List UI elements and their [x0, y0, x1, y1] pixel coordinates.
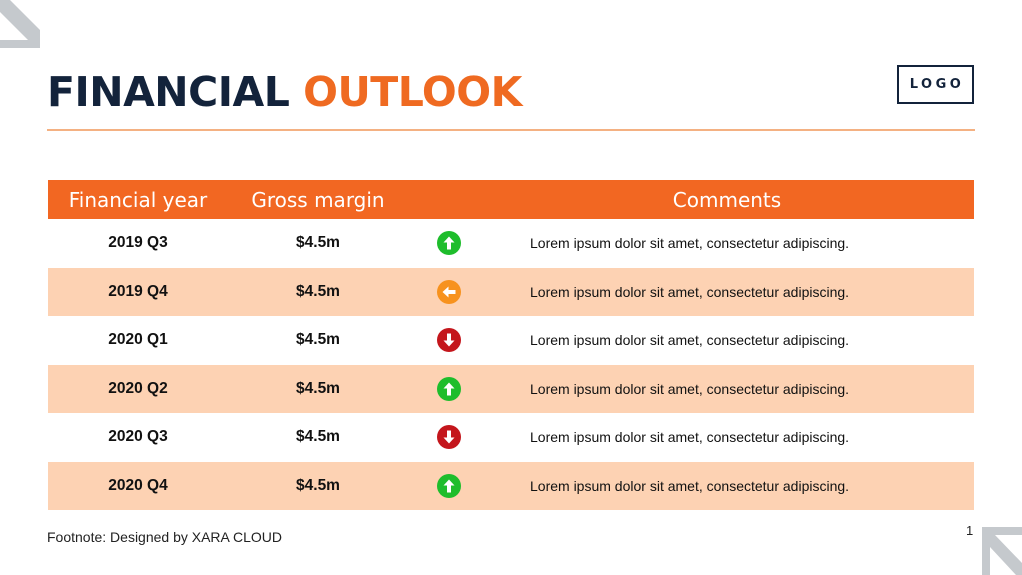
cell-comment: Lorem ipsum dolor sit amet, consectetur …: [530, 380, 850, 397]
cell-trend: [408, 376, 490, 401]
logo: LOGO: [897, 65, 974, 104]
cell-comment: Lorem ipsum dolor sit amet, consectetur …: [530, 235, 850, 252]
table-row: 2020 Q4 $4.5m Lorem ipsum dolor sit amet, …: [48, 461, 974, 510]
arrow-down-icon: [437, 425, 461, 450]
table-row: 2019 Q4 $4.5m Lorem ipsum dolor sit amet, …: [48, 267, 974, 316]
title-divider: [47, 129, 975, 131]
page-title: FINANCIAL OUTLOOK: [47, 66, 522, 118]
table-body: 2019 Q3 $4.5m Lorem ipsum dolor sit amet, …: [48, 219, 974, 510]
cell-financial-year: 2020 Q3: [108, 428, 168, 446]
table-row: 2020 Q2 $4.5m Lorem ipsum dolor sit amet, …: [48, 364, 974, 413]
cell-comment: Lorem ipsum dolor sit amet, consectetur …: [530, 283, 850, 300]
cell-gross-margin: $4.5m: [296, 331, 340, 349]
cell-trend: [408, 279, 490, 304]
cell-financial-year: 2019 Q4: [108, 282, 168, 300]
cell-financial-year: 2019 Q3: [108, 234, 168, 252]
cell-trend: [408, 328, 490, 353]
table-row: 2019 Q3 $4.5m Lorem ipsum dolor sit amet, …: [48, 219, 974, 268]
financial-table: Financial year Gross margin Comments 201…: [48, 180, 974, 510]
cell-comment: Lorem ipsum dolor sit amet, consectetur …: [530, 477, 850, 494]
corner-arrow-decoration-icon: [0, 0, 40, 48]
cell-financial-year: 2020 Q4: [108, 476, 168, 494]
cell-financial-year: 2020 Q1: [108, 331, 168, 349]
arrow-left-icon: [437, 279, 461, 304]
arrow-up-icon: [437, 231, 461, 256]
arrow-down-icon: [437, 328, 461, 353]
cell-gross-margin: $4.5m: [296, 476, 340, 494]
cell-gross-margin: $4.5m: [296, 282, 340, 300]
corner-arrow-decoration-icon: [982, 527, 1022, 575]
title-part-two: OUTLOOK: [303, 68, 522, 116]
header-comments: Comments: [672, 187, 782, 212]
cell-comment: Lorem ipsum dolor sit amet, consectetur …: [530, 429, 850, 446]
arrow-up-icon: [437, 376, 461, 401]
cell-gross-margin: $4.5m: [296, 428, 340, 446]
header-gross-margin: Gross margin: [251, 187, 385, 212]
cell-trend: [408, 473, 490, 498]
arrow-up-icon: [437, 473, 461, 498]
table-row: 2020 Q3 $4.5m Lorem ipsum dolor sit amet, …: [48, 413, 974, 462]
cell-gross-margin: $4.5m: [296, 234, 340, 252]
cell-trend: [408, 231, 490, 256]
table-header: Financial year Gross margin Comments: [48, 180, 974, 219]
cell-comment: Lorem ipsum dolor sit amet, consectetur …: [530, 332, 850, 349]
cell-trend: [408, 425, 490, 450]
cell-gross-margin: $4.5m: [296, 379, 340, 397]
page-number: 1: [966, 523, 974, 538]
header-financial-year: Financial year: [68, 187, 208, 212]
footnote: Footnote: Designed by XARA CLOUD: [47, 529, 283, 545]
title-part-one: FINANCIAL: [47, 68, 290, 116]
cell-financial-year: 2020 Q2: [108, 379, 168, 397]
table-row: 2020 Q1 $4.5m Lorem ipsum dolor sit amet, …: [48, 316, 974, 365]
